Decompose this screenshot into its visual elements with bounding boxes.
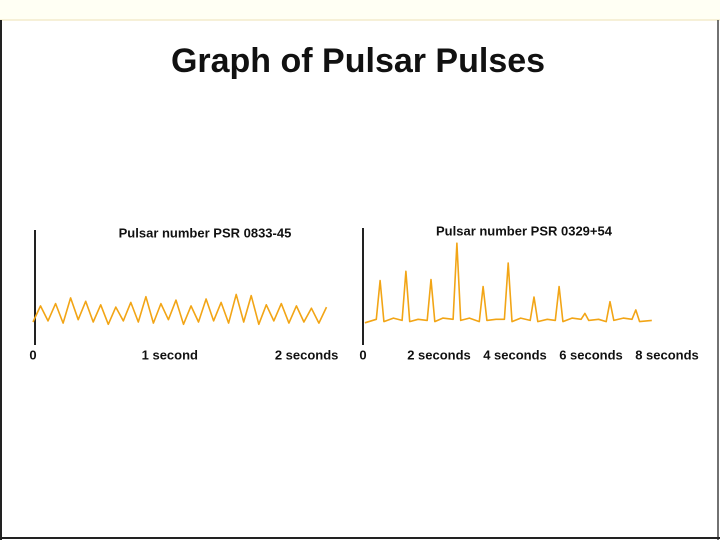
x-tick-label: 6 seconds [559,347,623,362]
chart-title: Pulsar number PSR 0329+54 [436,223,613,238]
x-tick-label: 0 [29,347,36,362]
pulse-trace [32,293,328,326]
pulse-trace [364,242,652,324]
slide-title: Graph of Pulsar Pulses [171,42,545,80]
x-tick-label: 1 second [142,347,198,362]
x-tick-label: 2 seconds [275,347,339,362]
x-tick-label: 8 seconds [635,347,699,362]
x-tick-label: 0 [359,347,366,362]
x-tick-label: 4 seconds [483,347,547,362]
top-bar [0,0,720,20]
x-tick-label: 2 seconds [407,347,471,362]
chart-title: Pulsar number PSR 0833-45 [119,225,292,240]
